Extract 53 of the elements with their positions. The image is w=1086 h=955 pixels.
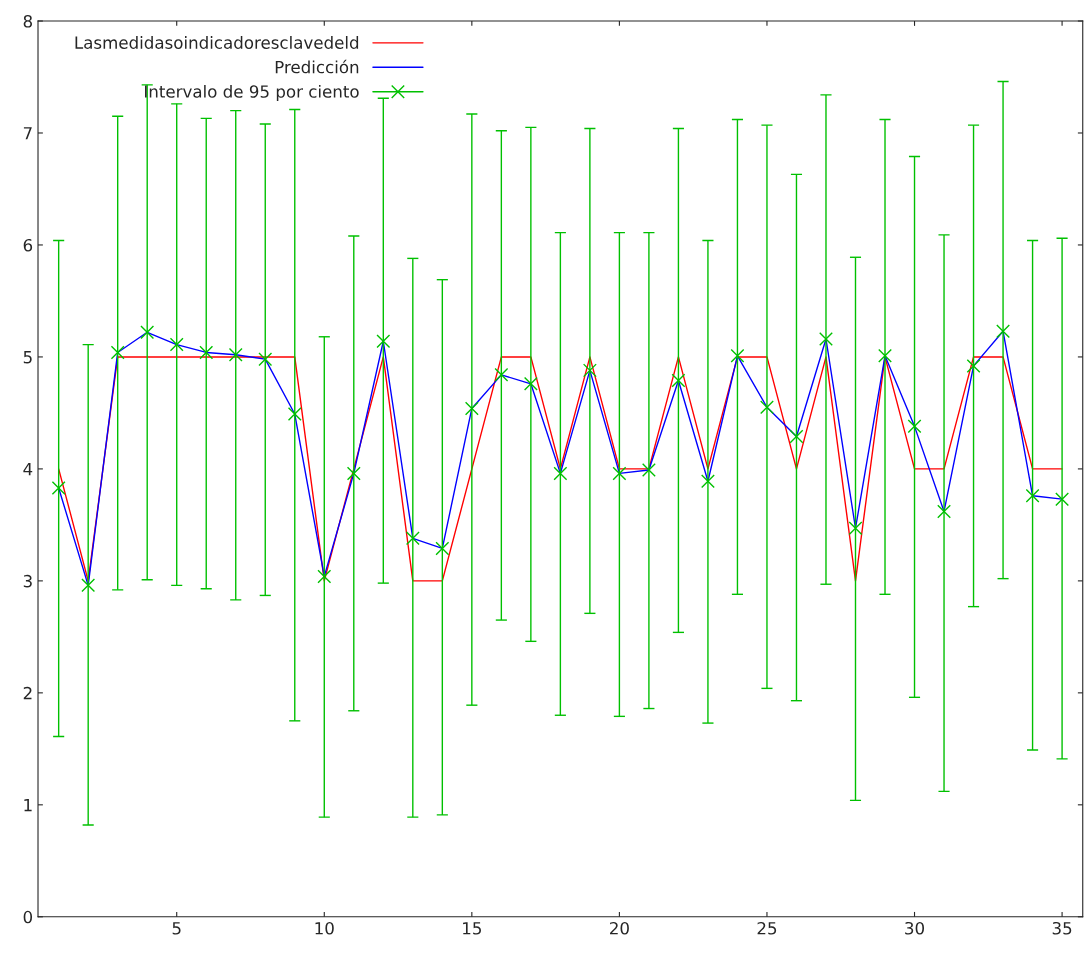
point [789,429,804,444]
x-tick-label: 30 [905,921,925,935]
point [996,324,1011,339]
point [110,345,125,360]
y-tick-label: 0 [23,910,33,924]
y-tick-label: 8 [23,14,33,28]
legend-label: Lasmedidasoindicadoresclavedeld [75,36,359,49]
x-tick-label: 35 [1052,921,1072,935]
point [435,541,450,556]
y-tick-label: 2 [23,686,32,700]
y-tick-label: 3 [23,574,32,588]
point [494,367,509,382]
y-tick-label: 5 [23,351,32,364]
point [317,569,332,584]
point [671,373,686,388]
legend-label: Predicción [275,59,359,74]
point [169,337,184,352]
point [140,325,155,340]
point [700,474,715,489]
point [376,334,391,349]
point [287,407,302,421]
point [612,466,627,481]
y-tick-label: 1 [24,799,32,812]
x-tick-label: 5 [172,922,181,935]
point [523,376,538,391]
point [760,400,774,415]
point [582,363,597,378]
point [966,358,981,373]
point [937,504,951,519]
x-tick-label: 25 [757,921,777,935]
point [258,352,273,367]
point [346,466,361,481]
x-tick-label: 20 [610,921,629,935]
point [464,401,479,416]
x-tick-label: 10 [315,921,334,935]
point [848,521,863,536]
point [51,480,66,495]
point [730,348,745,363]
y-tick-label: 4 [23,463,33,476]
point [1025,488,1040,503]
point [405,531,420,546]
x-tick-label: 15 [463,922,481,935]
y-tick-label: 7 [23,127,32,140]
point [553,466,568,481]
point [907,419,922,434]
y-tick-label: 6 [23,238,33,252]
point [81,578,96,593]
point [228,347,243,362]
point [819,332,833,346]
point [641,463,656,477]
point [878,348,892,363]
point [199,345,214,360]
point [1055,492,1070,507]
